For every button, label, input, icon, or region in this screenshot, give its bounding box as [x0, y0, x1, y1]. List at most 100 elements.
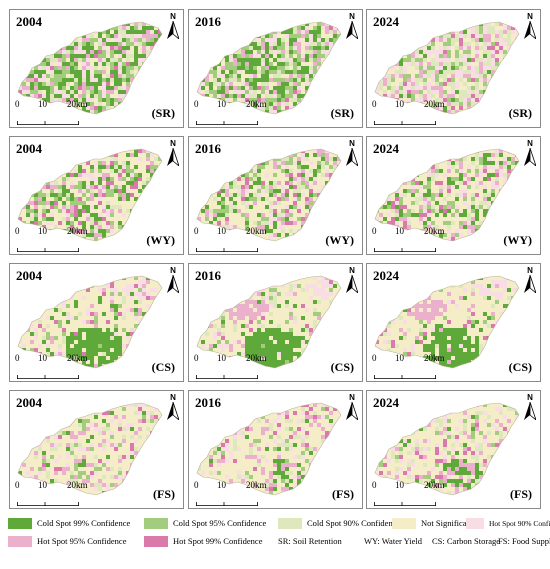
scale-tick-label: 10: [395, 480, 404, 490]
panel-service-code: (CS): [508, 360, 532, 374]
scale-tick-label: 10: [38, 99, 47, 109]
scale-tick-label: 0: [15, 99, 20, 109]
basin-map: [374, 148, 520, 242]
basin-map: [374, 402, 520, 496]
panel-year: 2024: [373, 268, 399, 283]
scale-tick-label: 0: [372, 226, 377, 236]
scale-line: [17, 112, 79, 125]
map-panel: 2016 (SR) N 0 10 20km: [188, 9, 363, 128]
scale-tick-label: 20km: [424, 353, 445, 363]
scale-line: [17, 493, 79, 506]
scale-tick-label: 0: [194, 480, 199, 490]
legend: Cold Spot 99% Confidence Cold Spot 95% C…: [8, 516, 550, 566]
scale-bar: 0 10 20km: [15, 99, 88, 125]
map-grid: 2004 (SR) N 0 10 20km 2016 (SR) N 0 10 20km 2024 (SR)…: [9, 9, 541, 509]
basin-map: [17, 148, 163, 242]
scale-tick-label: 20km: [67, 99, 88, 109]
panel-service-code: (WY): [325, 233, 354, 247]
legend-label: Cold Spot 95% Confidence: [173, 518, 267, 528]
scale-tick-label: 0: [194, 353, 199, 363]
scale-bar: 0 10 20km: [15, 353, 88, 379]
basin-map: [374, 275, 520, 369]
scale-tick-label: 20km: [67, 353, 88, 363]
legend-item-cold-99: Cold Spot 99% Confidence: [8, 516, 130, 530]
abbr-sr: SR: Soil Retention: [278, 536, 342, 546]
legend-label: Hot Spot 90% Confidence: [489, 518, 550, 528]
north-label: N: [527, 393, 533, 402]
north-arrow-icon: N: [523, 12, 537, 40]
panel-service-code: (SR): [151, 106, 175, 120]
scale-tick-label: 10: [395, 226, 404, 236]
north-arrow-icon: N: [166, 12, 180, 40]
panel-year: 2004: [16, 14, 42, 29]
scale-tick-label: 20km: [424, 226, 445, 236]
scale-tick-label: 20km: [424, 99, 445, 109]
scale-bar: 0 10 20km: [194, 353, 267, 379]
legend-item-hot-95: Hot Spot 95% Confidence: [8, 534, 126, 548]
map-panel: 2004 (WY) N 0 10 20km: [9, 136, 184, 255]
legend-swatch-not-significant: [392, 517, 416, 529]
map-panel: 2016 (CS) N 0 10 20km: [188, 263, 363, 382]
scale-line: [196, 493, 258, 506]
scale-bar: 0 10 20km: [194, 226, 267, 252]
north-label: N: [349, 12, 355, 21]
north-label: N: [527, 12, 533, 21]
scale-tick-label: 10: [38, 226, 47, 236]
basin-map: [374, 21, 520, 115]
panel-year: 2004: [16, 141, 42, 156]
legend-label: Hot Spot 95% Confidence: [37, 536, 127, 546]
legend-label: Not Significant: [421, 518, 474, 528]
legend-swatch-cold-90: [278, 517, 302, 529]
legend-swatch-hot-99: [144, 535, 168, 547]
map-panel: 2024 (WY) N 0 10 20km: [366, 136, 541, 255]
scale-tick-label: 20km: [246, 353, 267, 363]
north-arrow-icon: N: [523, 266, 537, 294]
abbr-fs: FS: Food Supply: [498, 536, 550, 546]
panel-service-code: (WY): [146, 233, 175, 247]
panel-service-code: (FS): [510, 487, 532, 501]
panel-year: 2004: [16, 268, 42, 283]
north-arrow-icon: N: [166, 139, 180, 167]
map-panel: 2016 (FS) N 0 10 20km: [188, 390, 363, 509]
panel-year: 2016: [195, 14, 221, 29]
basin-map: [196, 402, 342, 496]
abbr-wy: WY: Water Yield: [364, 536, 423, 546]
map-panel: 2004 (FS) N 0 10 20km: [9, 390, 184, 509]
basin-map: [17, 275, 163, 369]
panel-service-code: (WY): [503, 233, 532, 247]
scale-tick-label: 10: [217, 480, 226, 490]
scale-tick-label: 0: [15, 353, 20, 363]
panel-year: 2004: [16, 395, 42, 410]
scale-bar: 0 10 20km: [194, 480, 267, 506]
scale-tick-label: 10: [217, 99, 226, 109]
north-arrow-icon: N: [166, 266, 180, 294]
scale-line: [374, 366, 436, 379]
panel-year: 2024: [373, 141, 399, 156]
scale-line: [374, 112, 436, 125]
scale-tick-label: 20km: [424, 480, 445, 490]
scale-tick-label: 20km: [67, 226, 88, 236]
legend-swatch-cold-95: [144, 517, 168, 529]
scale-line: [17, 366, 79, 379]
scale-line: [374, 493, 436, 506]
north-arrow-icon: N: [345, 393, 359, 421]
panel-year: 2016: [195, 395, 221, 410]
map-panel: 2016 (WY) N 0 10 20km: [188, 136, 363, 255]
north-arrow-icon: N: [166, 393, 180, 421]
map-panel: 2024 (CS) N 0 10 20km: [366, 263, 541, 382]
panel-year: 2016: [195, 141, 221, 156]
map-panel: 2004 (SR) N 0 10 20km: [9, 9, 184, 128]
scale-tick-label: 20km: [246, 480, 267, 490]
scale-tick-label: 20km: [67, 480, 88, 490]
north-arrow-icon: N: [345, 12, 359, 40]
scale-tick-label: 10: [38, 353, 47, 363]
north-arrow-icon: N: [523, 393, 537, 421]
scale-line: [196, 112, 258, 125]
scale-line: [374, 239, 436, 252]
scale-tick-label: 0: [372, 99, 377, 109]
legend-swatch-hot-90: [466, 517, 484, 529]
scale-tick-label: 10: [217, 226, 226, 236]
north-arrow-icon: N: [345, 266, 359, 294]
scale-tick-label: 10: [38, 480, 47, 490]
basin-map: [17, 402, 163, 496]
